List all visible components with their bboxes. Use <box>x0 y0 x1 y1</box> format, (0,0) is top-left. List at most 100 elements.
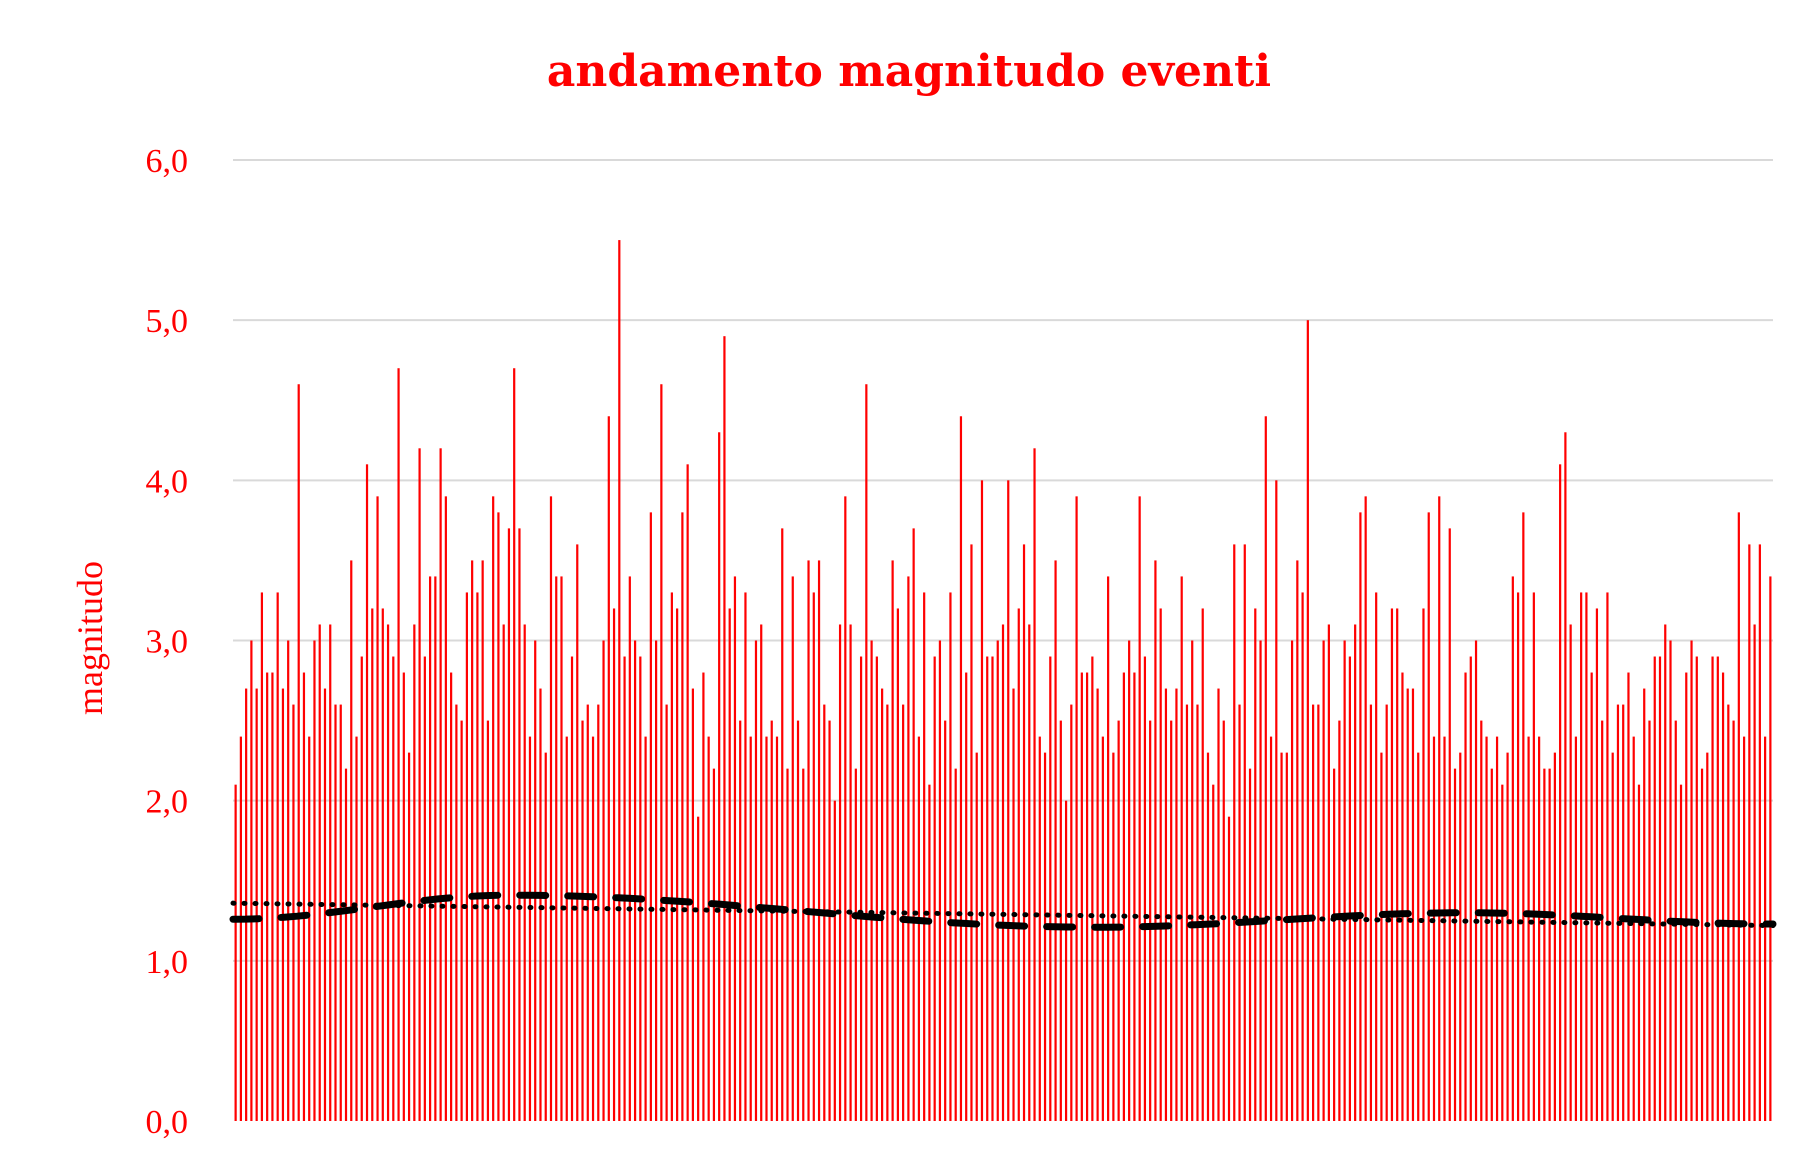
bar <box>1280 752 1283 1121</box>
bar <box>1553 752 1556 1121</box>
bar <box>1117 720 1120 1121</box>
bar <box>1564 432 1567 1121</box>
bar <box>1543 768 1546 1121</box>
bar <box>234 784 237 1121</box>
bar <box>1038 736 1041 1121</box>
bar <box>607 416 610 1121</box>
bar <box>728 608 731 1121</box>
bar <box>912 528 915 1121</box>
bar <box>1464 672 1467 1121</box>
bar <box>1606 592 1609 1121</box>
bar <box>817 560 821 1121</box>
bar <box>1417 752 1420 1121</box>
bar <box>502 624 505 1121</box>
bar <box>1432 736 1436 1121</box>
bar <box>1064 800 1068 1121</box>
bar <box>518 528 521 1121</box>
bar <box>739 720 742 1121</box>
bar <box>891 560 894 1121</box>
bar <box>639 656 642 1121</box>
bar <box>1527 736 1530 1121</box>
bar <box>1143 656 1147 1121</box>
bar <box>465 592 468 1121</box>
bar <box>386 624 390 1121</box>
bar <box>1049 656 1052 1121</box>
bar <box>528 736 532 1121</box>
bar <box>1001 624 1005 1121</box>
bar <box>1716 656 1719 1121</box>
bar <box>1322 640 1325 1121</box>
bar <box>597 704 600 1121</box>
bar <box>1737 512 1740 1121</box>
bar <box>1390 608 1394 1121</box>
bar <box>1091 656 1094 1121</box>
bar <box>649 512 652 1121</box>
bar <box>1033 448 1036 1121</box>
bar <box>754 640 758 1121</box>
bar <box>1401 672 1404 1121</box>
y-tick-label: 1,0 <box>146 944 189 981</box>
bar <box>1080 672 1083 1121</box>
bar <box>944 720 947 1121</box>
bar <box>881 688 884 1121</box>
bar <box>1285 752 1288 1121</box>
bar <box>718 432 721 1121</box>
bar <box>560 576 563 1121</box>
bar <box>1422 608 1425 1121</box>
bar <box>565 736 568 1121</box>
bar <box>1764 736 1767 1121</box>
bar <box>444 496 447 1122</box>
bar <box>612 608 616 1121</box>
bar <box>365 464 369 1121</box>
bar <box>781 528 784 1121</box>
bar <box>807 560 810 1121</box>
bar <box>313 640 316 1121</box>
bar <box>707 736 710 1121</box>
bar <box>849 624 852 1121</box>
bar <box>534 640 537 1121</box>
bar <box>1312 704 1315 1121</box>
bar <box>481 560 484 1121</box>
bar <box>439 448 442 1121</box>
bar <box>1212 784 1215 1121</box>
bar <box>523 624 526 1121</box>
bar <box>486 720 490 1121</box>
bar <box>344 768 348 1121</box>
bar <box>1191 640 1194 1121</box>
bar <box>1196 704 1199 1121</box>
bar <box>1096 688 1099 1121</box>
y-tick-label: 0,0 <box>146 1104 189 1141</box>
bar <box>1685 672 1688 1121</box>
bar <box>697 816 700 1121</box>
bar <box>1175 688 1178 1121</box>
bar <box>765 736 768 1121</box>
bar <box>1538 736 1541 1121</box>
bar <box>455 704 458 1121</box>
bar <box>1706 752 1709 1121</box>
bar <box>1275 480 1278 1122</box>
bar <box>1159 608 1162 1121</box>
bar <box>775 736 779 1121</box>
chart-title: andamento magnitudo eventi <box>547 46 1271 97</box>
bar <box>1695 656 1698 1121</box>
bar <box>381 608 384 1121</box>
bar <box>1154 560 1157 1121</box>
bar <box>1490 768 1493 1121</box>
bar <box>1448 528 1451 1121</box>
bar <box>980 480 984 1122</box>
bar <box>376 496 379 1122</box>
bar <box>1301 592 1304 1121</box>
bar <box>1217 688 1220 1121</box>
bar <box>276 592 279 1121</box>
bar <box>350 560 353 1121</box>
bar <box>1128 640 1131 1121</box>
bar <box>1664 624 1667 1121</box>
bar <box>633 640 637 1121</box>
bar <box>271 672 274 1121</box>
bar <box>859 656 863 1121</box>
bar <box>1585 592 1588 1121</box>
bar <box>886 704 889 1121</box>
bar <box>1758 544 1761 1121</box>
